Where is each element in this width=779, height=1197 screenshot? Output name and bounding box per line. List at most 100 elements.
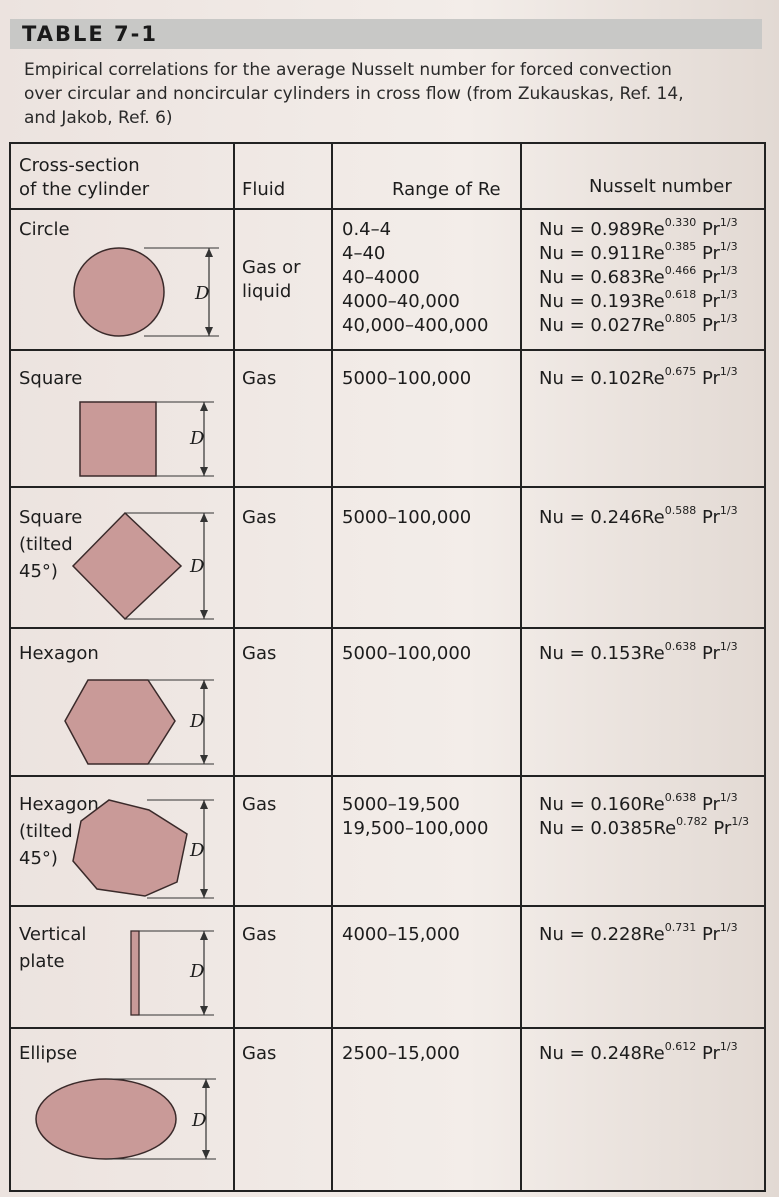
dimension-arrow: [200, 755, 208, 764]
fluid-label: Gas: [242, 924, 277, 945]
table-rule: [9, 627, 766, 629]
hexagon-shape: [64, 679, 176, 765]
nusselt-re-exp: 0.588: [664, 504, 697, 517]
nusselt-coef: 0.0385: [590, 818, 654, 839]
table-rule: [9, 142, 766, 144]
nusselt-lhs: Nu =: [539, 243, 591, 264]
nusselt-re: Re: [641, 315, 665, 336]
nusselt-pr-exp: 1/3: [719, 640, 738, 653]
nusselt-pr: Pr: [696, 794, 720, 815]
nusselt-pr: Pr: [696, 267, 720, 288]
nusselt-re: Re: [641, 291, 665, 312]
reynolds-range: 19,500–100,000: [342, 818, 489, 839]
tilted-hexagon-cross-section: D: [72, 799, 214, 899]
circle-cross-section: D: [73, 247, 219, 337]
dimension-arrow: [200, 467, 208, 476]
nusselt-correlation: Nu = 0.911Re0.385 Pr1/3: [539, 241, 738, 266]
nusselt-pr-exp: 1/3: [719, 288, 738, 301]
ellipse-shape: [35, 1078, 177, 1160]
nusselt-coef: 0.153: [590, 643, 642, 664]
nusselt-lhs: Nu =: [539, 291, 591, 312]
dimension-arrow: [200, 889, 208, 898]
nusselt-lhs: Nu =: [539, 818, 591, 839]
cross-section-name: Ellipse: [19, 1043, 78, 1064]
nusselt-pr-exp: 1/3: [719, 365, 738, 378]
nusselt-re: Re: [641, 507, 665, 528]
nusselt-re: Re: [653, 818, 677, 839]
nusselt-coef: 0.911: [590, 243, 642, 264]
cross-section-name: Vertical: [19, 924, 87, 945]
cross-section-name: Hexagon: [19, 794, 99, 815]
nusselt-pr: Pr: [696, 243, 720, 264]
dimension-label: D: [194, 283, 210, 304]
dimension-arrow: [200, 610, 208, 619]
nusselt-re-exp: 0.805: [664, 312, 697, 325]
nusselt-pr-exp: 1/3: [719, 312, 738, 325]
table-rule: [9, 349, 766, 351]
reynolds-range: 5000–100,000: [342, 643, 472, 664]
nusselt-coef: 0.248: [590, 1043, 642, 1064]
dimension-label: D: [189, 428, 205, 449]
nusselt-correlation: Nu = 0.102Re0.675 Pr1/3: [539, 365, 738, 391]
cross-section-name: (tilted: [19, 534, 73, 555]
dimension-arrow: [205, 248, 213, 257]
nusselt-lhs: Nu =: [539, 219, 591, 240]
nusselt-correlation: Nu = 0.153Re0.638 Pr1/3: [539, 640, 738, 666]
nusselt-pr-exp: 1/3: [719, 791, 738, 804]
nusselt-lhs: Nu =: [539, 507, 591, 528]
nusselt-pr: Pr: [696, 219, 720, 240]
caption-line: and Jakob, Ref. 6): [24, 108, 173, 128]
header-cross-section: Cross-section of the cylinder: [19, 155, 150, 200]
reynolds-range: 5000–100,000: [342, 368, 472, 389]
nusselt-re-exp: 0.612: [664, 1040, 697, 1053]
nusselt-re-exp: 0.330: [664, 216, 697, 229]
nusselt-pr: Pr: [696, 1043, 720, 1064]
dimension-arrow: [200, 800, 208, 809]
dimension-arrow: [202, 1150, 210, 1159]
table-caption: Empirical correlations for the average N…: [24, 58, 754, 130]
nusselt-pr-exp: 1/3: [719, 504, 738, 517]
nusselt-re-exp: 0.731: [664, 921, 697, 934]
table-rule: [9, 1027, 766, 1029]
nusselt-coef: 0.228: [590, 924, 642, 945]
reynolds-range: 2500–15,000: [342, 1043, 460, 1064]
hexagon-cross-section: D: [64, 679, 214, 765]
nusselt-re: Re: [641, 924, 665, 945]
reynolds-range: 40–4000: [342, 267, 420, 288]
fluid-label: Gas: [242, 643, 277, 664]
reynolds-range: 4–40: [342, 243, 386, 264]
nusselt-pr: Pr: [696, 643, 720, 664]
nusselt-re: Re: [641, 267, 665, 288]
header-fluid: Fluid: [242, 179, 286, 200]
nusselt-correlation: Nu = 0.246Re0.588 Pr1/3: [539, 504, 738, 530]
nusselt-pr: Pr: [696, 924, 720, 945]
cross-section-name: plate: [19, 951, 65, 972]
nusselt-pr: Pr: [696, 291, 720, 312]
nusselt-lhs: Nu =: [539, 267, 591, 288]
cross-section-name: Circle: [19, 219, 70, 240]
dimension-label: D: [189, 556, 205, 577]
dimension-arrow: [200, 402, 208, 411]
dimension-arrow: [200, 680, 208, 689]
table-label: TABLE 7-1: [22, 22, 158, 46]
reynolds-range: 5000–19,500: [342, 794, 460, 815]
cross-section-name: Hexagon: [19, 643, 99, 664]
nusselt-re-exp: 0.466: [664, 264, 697, 277]
circle-shape: [73, 247, 165, 337]
nusselt-correlation: Nu = 0.0385Re0.782 Pr1/3: [539, 816, 749, 841]
nusselt-re-exp: 0.675: [664, 365, 697, 378]
header-nusselt: Nusselt number: [589, 176, 732, 197]
nusselt-re: Re: [641, 243, 665, 264]
nusselt-correlation: Nu = 0.193Re0.618 Pr1/3: [539, 288, 738, 314]
tilted-square-shape: [71, 511, 183, 621]
nusselt-lhs: Nu =: [539, 368, 591, 389]
nusselt-pr: Pr: [696, 507, 720, 528]
nusselt-correlation: Nu = 0.027Re0.805 Pr1/3: [539, 312, 738, 338]
dimension-label: D: [189, 840, 205, 861]
nusselt-coef: 0.683: [590, 267, 642, 288]
dimension-arrow: [200, 931, 208, 940]
table-column-rule: [764, 142, 766, 1192]
table-rule: [9, 208, 766, 210]
table-title-bar: TABLE 7-1: [10, 19, 762, 49]
